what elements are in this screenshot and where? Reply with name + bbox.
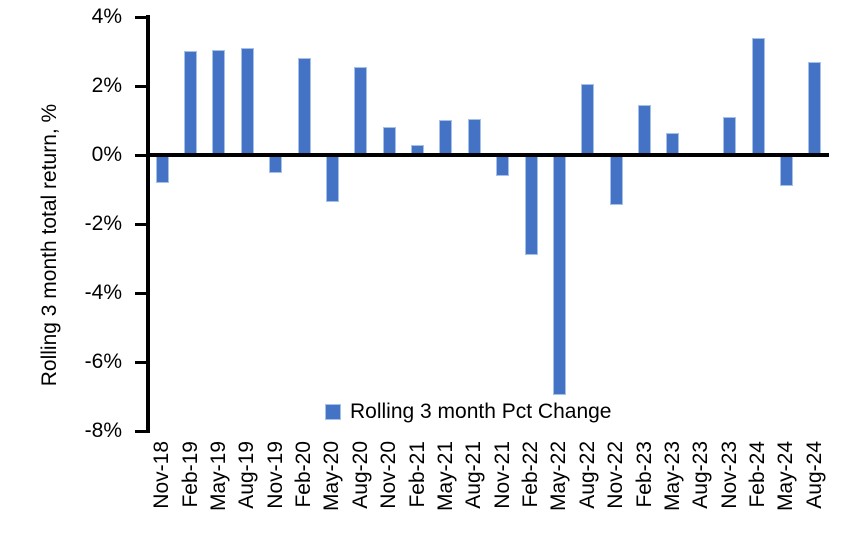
x-tick-label-Nov-21: Nov-21	[490, 441, 514, 509]
x-tick-label-May-21: May-21	[433, 441, 457, 512]
x-tick-label-Aug-20: Aug-20	[348, 441, 372, 509]
x-tick-label-Nov-18: Nov-18	[150, 441, 174, 509]
plot-area	[135, 15, 829, 433]
y-tick-label-2: 2%	[91, 74, 122, 97]
x-tick-label-wrap-May-20: May-20	[318, 441, 346, 536]
x-tick-label-Feb-22: Feb-22	[519, 441, 543, 508]
x-tick-label-Aug-22: Aug-22	[575, 441, 599, 509]
legend-marker	[325, 404, 341, 420]
bar-Nov-23	[723, 117, 737, 157]
x-tick-label-Feb-19: Feb-19	[178, 441, 202, 508]
bar-Feb-20	[297, 58, 311, 157]
legend: Rolling 3 month Pct Change	[325, 400, 612, 424]
legend-label: Rolling 3 month Pct Change	[350, 400, 612, 423]
x-tick-label-wrap-Aug-23: Aug-23	[687, 441, 715, 536]
x-tick-label-Feb-20: Feb-20	[292, 441, 316, 508]
bar-May-19	[212, 50, 226, 157]
x-tick-label-wrap-May-24: May-24	[772, 441, 800, 536]
y-tick--8	[135, 429, 146, 433]
x-tick-label-wrap-Nov-20: Nov-20	[375, 441, 403, 536]
y-tick--4	[135, 291, 146, 295]
y-axis-labels: 4% 2% 0% -2% -4% -6% -8%	[0, 0, 128, 539]
bar-Nov-21	[496, 155, 510, 176]
x-tick-label-wrap-Nov-22: Nov-22	[602, 441, 630, 536]
x-tick-label-Nov-19: Nov-19	[263, 441, 287, 509]
x-tick-label-Feb-24: Feb-24	[746, 441, 770, 508]
bar-Nov-18	[155, 155, 169, 183]
y-tick-label-4: 4%	[91, 5, 122, 28]
y-tick-label-0: 0%	[91, 143, 122, 166]
x-tick-label-wrap-Feb-21: Feb-21	[403, 441, 431, 536]
x-tick-label-Nov-22: Nov-22	[604, 441, 628, 509]
x-tick-label-wrap-Feb-20: Feb-20	[290, 441, 318, 536]
y-tick-label--4: -4%	[84, 281, 122, 304]
y-tick--2	[135, 222, 146, 226]
x-tick-label-wrap-Aug-20: Aug-20	[347, 441, 375, 536]
x-tick-label-wrap-May-22: May-22	[545, 441, 573, 536]
bar-Aug-24	[808, 62, 822, 157]
x-tick-label-wrap-Feb-19: Feb-19	[176, 441, 204, 536]
y-tick-2	[135, 84, 146, 88]
x-tick-label-wrap-Nov-18: Nov-18	[148, 441, 176, 536]
y-axis-line	[146, 15, 150, 433]
bar-Feb-24	[751, 38, 765, 157]
x-tick-label-Aug-21: Aug-21	[462, 441, 486, 509]
x-tick-label-wrap-Nov-19: Nov-19	[262, 441, 290, 536]
x-tick-label-May-19: May-19	[206, 441, 230, 512]
x-tick-label-Nov-23: Nov-23	[717, 441, 741, 509]
x-tick-label-Aug-23: Aug-23	[689, 441, 713, 509]
y-tick-4	[135, 15, 146, 19]
bar-Feb-23	[638, 105, 652, 157]
bar-Aug-20	[354, 67, 368, 157]
x-tick-label-wrap-Aug-22: Aug-22	[574, 441, 602, 536]
y-tick-label--2: -2%	[84, 212, 122, 235]
x-tick-label-wrap-Feb-24: Feb-24	[744, 441, 772, 536]
x-tick-label-wrap-Nov-23: Nov-23	[716, 441, 744, 536]
bar-Feb-22	[524, 155, 538, 255]
x-tick-label-May-24: May-24	[774, 441, 798, 512]
bar-Nov-19	[269, 155, 283, 173]
zero-baseline	[146, 153, 829, 157]
x-tick-label-wrap-Feb-23: Feb-23	[630, 441, 658, 536]
y-tick--6	[135, 360, 146, 364]
x-tick-label-May-22: May-22	[547, 441, 571, 512]
x-tick-label-Nov-20: Nov-20	[377, 441, 401, 509]
bar-May-24	[779, 155, 793, 186]
y-tick-label--8: -8%	[84, 419, 122, 442]
x-tick-label-May-20: May-20	[320, 441, 344, 512]
x-tick-label-Feb-21: Feb-21	[405, 441, 429, 508]
x-tick-label-wrap-Aug-24: Aug-24	[801, 441, 829, 536]
x-tick-label-wrap-Nov-21: Nov-21	[489, 441, 517, 536]
x-tick-label-wrap-Aug-21: Aug-21	[460, 441, 488, 536]
x-tick-label-May-23: May-23	[660, 441, 684, 512]
bar-Feb-19	[184, 51, 198, 157]
bar-Aug-22	[581, 84, 595, 157]
x-tick-label-wrap-May-21: May-21	[432, 441, 460, 536]
bar-Aug-19	[240, 48, 254, 157]
x-tick-label-wrap-May-23: May-23	[659, 441, 687, 536]
bar-Aug-21	[467, 119, 481, 157]
bar-May-21	[439, 120, 453, 157]
y-tick-0	[135, 153, 146, 157]
x-tick-label-wrap-May-19: May-19	[205, 441, 233, 536]
x-tick-label-Aug-24: Aug-24	[802, 441, 826, 509]
x-tick-label-Aug-19: Aug-19	[235, 441, 259, 509]
y-tick-label--6: -6%	[84, 350, 122, 373]
bar-May-22	[552, 155, 566, 395]
bar-May-20	[325, 155, 339, 202]
x-tick-label-Feb-23: Feb-23	[632, 441, 656, 508]
x-tick-label-wrap-Aug-19: Aug-19	[233, 441, 261, 536]
bar-Nov-22	[609, 155, 623, 205]
x-tick-label-wrap-Feb-22: Feb-22	[517, 441, 545, 536]
